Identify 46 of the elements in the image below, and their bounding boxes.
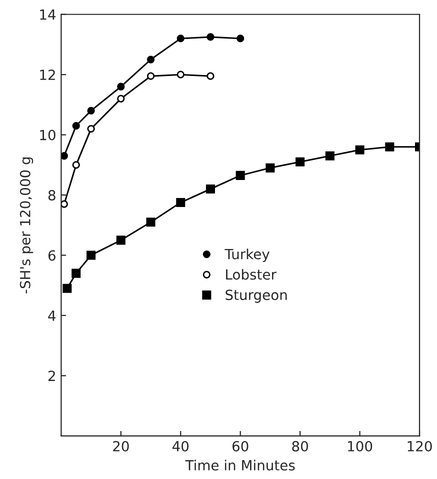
- point: [176, 34, 184, 42]
- x-tick-label: 120: [408, 440, 432, 452]
- point: [72, 161, 80, 169]
- point: [146, 56, 155, 64]
- point: [61, 200, 68, 208]
- legend-label: Sturgeon: [226, 290, 287, 303]
- y-tick-label: 10: [40, 130, 56, 140]
- point: [72, 268, 81, 278]
- point: [206, 33, 214, 41]
- point: [146, 72, 155, 80]
- point: [146, 218, 156, 227]
- point: [385, 142, 394, 152]
- x-tick-label: 40: [172, 440, 189, 452]
- point: [117, 94, 125, 102]
- y-tick-label: 2: [48, 370, 55, 381]
- point: [87, 106, 95, 115]
- point: [236, 34, 244, 42]
- y-tick-label: 8: [48, 190, 56, 200]
- point: [296, 157, 305, 166]
- point: [61, 152, 68, 160]
- x-tick-label: 20: [113, 440, 129, 452]
- point: [325, 151, 334, 160]
- x-tick-label: 60: [232, 440, 248, 452]
- y-tick-label: 14: [40, 10, 56, 20]
- point: [176, 198, 186, 208]
- x-axis-title: Time in Minutes: [185, 460, 295, 470]
- legend-label: Lobster: [226, 268, 276, 280]
- point: [176, 70, 184, 78]
- x-tick-label: 80: [292, 440, 308, 452]
- point: [206, 72, 214, 80]
- point: [236, 170, 245, 180]
- point: [266, 163, 275, 172]
- y-tick-label: 12: [40, 70, 55, 80]
- legend-label: Turkey: [224, 248, 270, 262]
- x-tick-label: 100: [348, 440, 372, 452]
- point: [87, 124, 95, 133]
- y-tick-label: 4: [48, 310, 56, 321]
- point: [206, 184, 216, 194]
- point: [72, 122, 80, 130]
- y-axis-title: -SH's per 120,000 g: [20, 157, 34, 294]
- point: [116, 236, 126, 245]
- point: [355, 145, 364, 154]
- point: [62, 284, 72, 293]
- point: [117, 82, 125, 90]
- point: [86, 250, 96, 260]
- y-tick-label: 6: [48, 250, 56, 261]
